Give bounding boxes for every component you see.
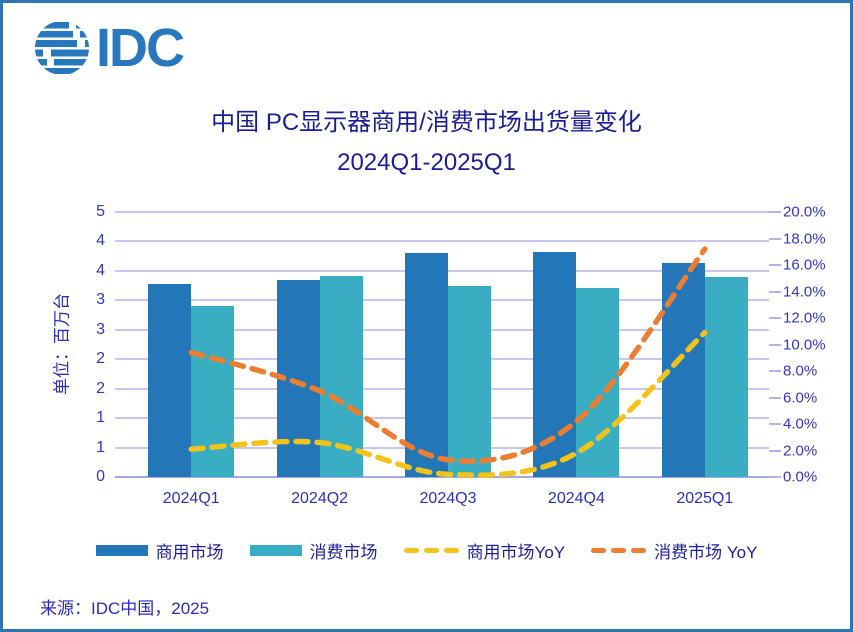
right-tick-mark (769, 343, 781, 346)
legend-item: 消费市场 YoY (591, 538, 757, 563)
legend-bar-swatch (95, 545, 148, 556)
legend-bar-swatch (249, 545, 302, 556)
left-tick-label: 4 (96, 232, 105, 250)
left-tick-label: 3 (96, 291, 105, 309)
bar-consumer (704, 276, 748, 477)
left-tick-label: 1 (96, 409, 105, 427)
right-tick-label: 18.0% (783, 230, 826, 247)
legend: 商用市场 消费市场 商用市场YoY 消费市场 YoY (3, 538, 850, 563)
left-tick-label: 3 (96, 320, 105, 338)
right-tick-mark (769, 211, 781, 213)
x-axis-label: 2024Q1 (162, 490, 220, 507)
right-tick-mark (769, 423, 781, 425)
legend-label: 商用市场YoY (466, 543, 566, 562)
right-tick-label: 16.0% (783, 256, 826, 274)
right-tick-label: 10.0% (783, 336, 826, 353)
legend-dash-swatch (403, 548, 459, 553)
dash-segment (591, 548, 607, 553)
right-tick-mark (769, 370, 781, 372)
right-tick-mark (769, 237, 781, 240)
right-tick-label: 12.0% (783, 309, 826, 327)
dash-segment (611, 548, 627, 553)
left-tick-label: 4 (96, 261, 105, 279)
bar-commercial (276, 280, 320, 477)
right-tick-label: 14.0% (783, 283, 826, 300)
gridline (115, 240, 769, 243)
bar-consumer (576, 287, 620, 477)
right-tick-label: 6.0% (783, 389, 818, 406)
bar-consumer (319, 275, 363, 477)
right-tick-mark (769, 449, 781, 452)
left-tick-label: 0 (96, 468, 105, 485)
right-tick-mark (769, 396, 781, 399)
right-tick-label: 0.0% (783, 468, 818, 486)
dash-segment (631, 548, 647, 553)
chart-title-line2: 2024Q1-2025Q1 (337, 149, 516, 176)
right-tick-mark (769, 264, 781, 266)
idc-logo: IDC (33, 18, 185, 78)
right-tick-mark (769, 290, 781, 293)
right-tick-mark (769, 476, 781, 478)
chart-title-line1: 中国 PC显示器商用/消费市场出货量变化 (211, 109, 642, 136)
left-tick-label: 2 (96, 379, 105, 397)
right-tick-label: 2.0% (783, 442, 818, 459)
legend-label: 消费市场 YoY (654, 543, 758, 562)
x-axis-label: 2024Q2 (291, 490, 349, 507)
chart-title: 中国 PC显示器商用/消费市场出货量变化 2024Q1-2025Q1 (3, 103, 850, 183)
left-tick-label: 1 (96, 438, 105, 456)
dash-segment (403, 548, 419, 553)
legend-dash-swatch (591, 548, 647, 553)
left-tick-label: 5 (96, 203, 105, 220)
x-axis-label: 2024Q3 (419, 490, 477, 507)
x-axis-label: 2025Q1 (676, 490, 734, 507)
legend-label: 消费市场 (309, 543, 378, 562)
right-tick-label: 20.0% (783, 203, 826, 221)
right-tick-mark (769, 317, 781, 319)
x-axis-label: 2024Q4 (547, 490, 605, 507)
bar-consumer (191, 305, 235, 477)
bar-consumer (448, 286, 491, 477)
left-tick-label: 2 (96, 350, 105, 368)
bar-commercial (148, 283, 192, 477)
idc-logo-text: IDC (96, 18, 185, 78)
legend-label: 商用市场 (155, 543, 224, 562)
right-tick-label: 8.0% (783, 362, 818, 380)
dash-segment (423, 548, 439, 553)
source-note: 来源：IDC中国，2025 (40, 599, 210, 618)
bar-commercial (405, 253, 448, 477)
bar-commercial (533, 252, 577, 477)
legend-item: 消费市场 (249, 538, 378, 563)
right-tick-label: 4.0% (783, 415, 818, 433)
idc-globe-icon (35, 22, 89, 74)
gridline (115, 211, 769, 213)
legend-item: 商用市场 (95, 538, 224, 563)
bar-commercial (661, 263, 705, 477)
dash-segment (443, 548, 459, 553)
legend-item: 商用市场YoY (403, 538, 566, 563)
